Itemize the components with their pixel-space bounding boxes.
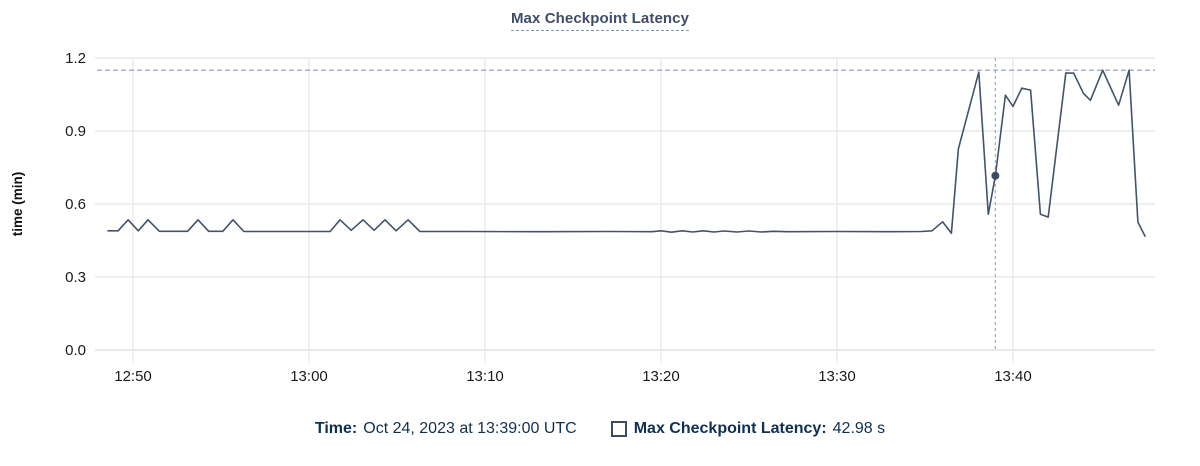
chart-title-wrap: Max Checkpoint Latency <box>0 10 1200 31</box>
chart-title[interactable]: Max Checkpoint Latency <box>510 10 690 31</box>
y-tick-label: 0.3 <box>65 269 86 286</box>
tooltip-series-value: 42.98 s <box>832 420 886 437</box>
y-tick-label: 0.6 <box>65 196 86 213</box>
y-tick-label: 0.9 <box>65 123 86 140</box>
x-tick-label: 13:30 <box>818 368 856 385</box>
tooltip-series-label[interactable]: Max Checkpoint Latency: <box>633 420 827 437</box>
tooltip-legend-row: Time: Oct 24, 2023 at 13:39:00 UTC Max C… <box>0 420 1200 438</box>
y-axis-label: time (min) <box>10 172 25 237</box>
y-tick-label: 0.0 <box>65 342 86 359</box>
tooltip-time-label: Time: <box>314 420 358 437</box>
cursor-data-point[interactable] <box>991 171 1000 180</box>
tooltip-time-value: Oct 24, 2023 at 13:39:00 UTC <box>363 420 577 437</box>
x-tick-label: 13:00 <box>290 368 328 385</box>
x-tick-label: 13:10 <box>466 368 504 385</box>
x-tick-label: 13:40 <box>994 368 1032 385</box>
latency-series-line <box>107 69 1146 237</box>
latency-line-chart[interactable]: 0.0 0.3 0.6 0.9 1.2 12:50 13:00 13:10 13:20 13:30… <box>0 0 1200 400</box>
x-tick-label: 12:50 <box>114 368 152 385</box>
y-tick-label: 1.2 <box>65 50 86 67</box>
x-tick-label: 13:20 <box>642 368 680 385</box>
series-swatch-icon[interactable] <box>610 421 627 437</box>
